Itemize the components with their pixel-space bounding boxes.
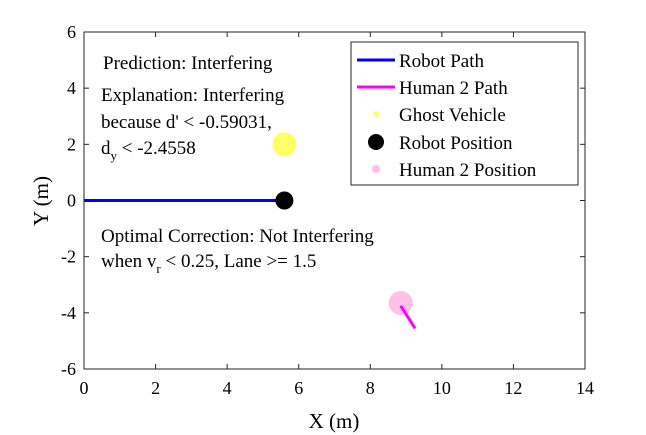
correction-condition: < 0.25, Lane >= 1.5 xyxy=(161,251,317,272)
explanation-line-3: dy < -2.4558 xyxy=(101,138,196,163)
y-tick-label: -4 xyxy=(61,303,76,323)
legend-ghost-vehicle-label: Ghost Vehicle xyxy=(399,105,506,126)
human-2-path-line xyxy=(399,305,417,330)
x-tick-label: 2 xyxy=(151,378,160,398)
correction-when-v: when v xyxy=(101,251,157,272)
y-tick-label: -2 xyxy=(61,247,76,267)
y-tick-label: 0 xyxy=(67,191,76,211)
y-tick-label: 4 xyxy=(67,78,76,98)
legend-robot-position-swatch xyxy=(368,134,384,150)
x-tick-label: 6 xyxy=(294,378,303,398)
x-tick-label: 0 xyxy=(80,378,89,398)
plot-marks xyxy=(84,132,417,330)
axis-ticks: 0 2 4 6 8 10 12 14 -6 -4 -2 0 2 4 6 xyxy=(61,22,594,398)
x-tick-label: 12 xyxy=(504,378,522,398)
legend-human-position-label: Human 2 Position xyxy=(399,160,537,181)
correction-v-subscript: r xyxy=(156,261,161,276)
x-tick-label: 4 xyxy=(223,378,232,398)
legend-human-path-label: Human 2 Path xyxy=(399,78,508,99)
y-tick-label: -6 xyxy=(61,359,76,379)
explanation-d-subscript: y xyxy=(111,148,118,163)
legend-ghost-vehicle-swatch xyxy=(373,111,379,117)
legend-human-position-swatch xyxy=(372,165,380,173)
explanation-line-1: Explanation: Interfering xyxy=(101,85,285,106)
x-tick-label: 14 xyxy=(576,378,594,398)
prediction-text: Prediction: Interfering xyxy=(103,53,273,74)
y-tick-label: 2 xyxy=(67,134,76,154)
correction-line-1: Optimal Correction: Not Interfering xyxy=(101,226,374,247)
ghost-vehicle-marker xyxy=(272,132,297,157)
y-axis-label: Y (m) xyxy=(29,176,53,226)
x-axis-label: X (m) xyxy=(309,409,360,433)
correction-line-2: when vr < 0.25, Lane >= 1.5 xyxy=(101,251,316,276)
explanation-threshold: < -2.4558 xyxy=(117,138,196,159)
legend-robot-position-label: Robot Position xyxy=(399,133,513,154)
x-tick-label: 10 xyxy=(433,378,451,398)
legend-box xyxy=(350,41,579,186)
x-tick-label: 8 xyxy=(366,378,375,398)
robot-position-marker xyxy=(275,191,294,210)
explanation-d-symbol: d xyxy=(101,138,111,159)
y-tick-label: 6 xyxy=(67,22,76,42)
legend: Robot Path Human 2 Path Ghost Vehicle Ro… xyxy=(350,41,579,186)
legend-robot-path-label: Robot Path xyxy=(399,51,484,72)
explanation-line-2: because d' < -0.59031, xyxy=(101,112,272,133)
human-2-position-marker xyxy=(388,291,413,316)
